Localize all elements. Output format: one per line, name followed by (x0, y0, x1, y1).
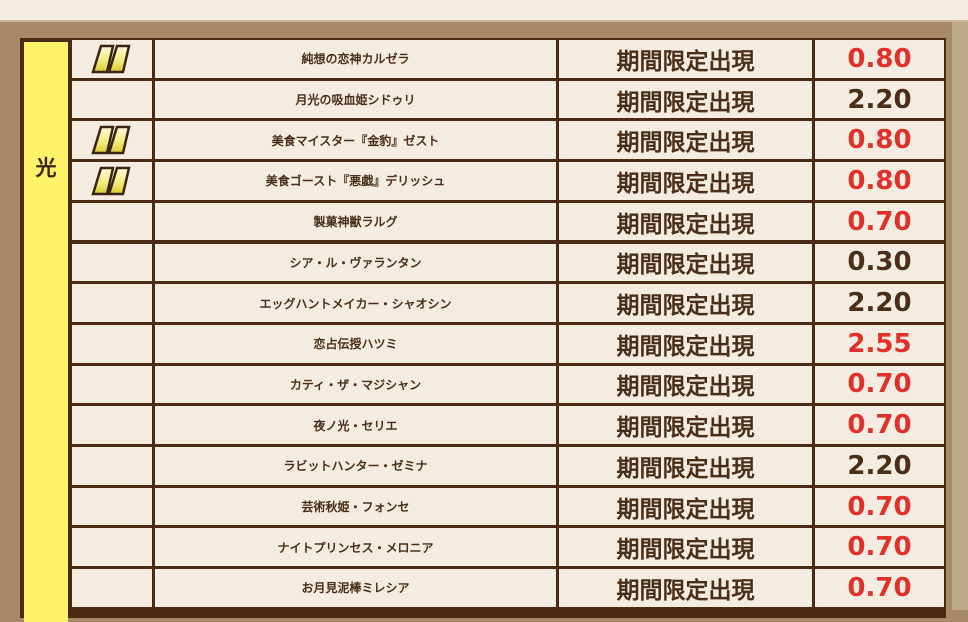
drop-rate-value: 0.70 (815, 202, 944, 241)
character-name: 恋占伝授ハツミ (155, 324, 556, 363)
drop-rate-value: 0.70 (815, 406, 944, 444)
appearance-status: 期間限定出現 (559, 528, 812, 567)
appearance-status: 期間限定出現 (559, 406, 812, 444)
appearance-status: 期間限定出現 (559, 324, 812, 363)
appearance-status: 期間限定出現 (559, 202, 812, 241)
icon-cell-empty (72, 406, 152, 444)
icon-cell-empty (72, 324, 152, 363)
table-row: 製菓神獣ラルグ 期間限定出現 0.70 (72, 202, 944, 241)
icon-cell-empty (72, 447, 152, 485)
character-name: 美食マイスター『金豹』ゼスト (155, 121, 556, 160)
icon-cell-empty (72, 80, 152, 119)
character-name: 美食ゴースト『悪戯』デリッシュ (155, 162, 556, 200)
table-row: 夜ノ光・セリエ 期間限定出現 0.70 (72, 406, 944, 444)
pause-badge-icon (72, 121, 152, 160)
appearance-status: 期間限定出現 (559, 80, 812, 119)
drop-rate-value: 0.70 (815, 365, 944, 404)
appearance-status: 期間限定出現 (559, 121, 812, 160)
table-row: カティ・ザ・マジシャン 期間限定出現 0.70 (72, 365, 944, 404)
appearance-status: 期間限定出現 (559, 243, 812, 282)
drop-rate-value: 0.30 (815, 243, 944, 282)
drop-rate-value: 0.80 (815, 162, 944, 200)
drop-rate-value: 2.20 (815, 80, 944, 119)
table-row: 月光の吸血姫シドゥリ 期間限定出現 2.20 (72, 80, 944, 119)
table-row: エッグハントメイカー・シャオシン 期間限定出現 2.20 (72, 284, 944, 322)
table-row: ラビットハンター・ゼミナ 期間限定出現 2.20 (72, 447, 944, 485)
table-row: ナイトプリンセス・メロニア 期間限定出現 0.70 (72, 528, 944, 567)
appearance-status: 期間限定出現 (559, 365, 812, 404)
scrollbar-track[interactable] (952, 22, 968, 610)
appearance-status: 期間限定出現 (559, 40, 812, 78)
icon-cell-empty (72, 528, 152, 567)
icon-cell-empty (72, 365, 152, 404)
drop-rate-value: 0.70 (815, 528, 944, 567)
appearance-status: 期間限定出現 (559, 569, 812, 607)
character-name: お月見泥棒ミレシア (155, 569, 556, 607)
appearance-status: 期間限定出現 (559, 487, 812, 526)
drop-rate-value: 0.80 (815, 40, 944, 78)
attribute-label: 光 (35, 156, 57, 180)
character-name: 純想の恋神カルゼラ (155, 40, 556, 78)
table-row: 恋占伝授ハツミ 期間限定出現 2.55 (72, 324, 944, 363)
drop-rate-table: 光 純想の恋神カルゼラ 期間限定出現 0.80 月光の吸血姫シドゥリ 期間限定出現 2.2… (20, 38, 946, 622)
character-name: 月光の吸血姫シドゥリ (155, 80, 556, 119)
icon-cell-empty (72, 243, 152, 282)
top-band (0, 0, 968, 22)
table-row: 芸術秋姫・フォンセ 期間限定出現 0.70 (72, 487, 944, 526)
icon-cell-empty (72, 487, 152, 526)
character-name: ラビットハンター・ゼミナ (155, 447, 556, 485)
character-name: カティ・ザ・マジシャン (155, 365, 556, 404)
pause-badge-icon (72, 40, 152, 78)
drop-rate-value: 0.70 (815, 569, 944, 607)
appearance-status: 期間限定出現 (559, 284, 812, 322)
character-name: 製菓神獣ラルグ (155, 202, 556, 241)
attribute-column: 光 (24, 42, 68, 622)
appearance-status: 期間限定出現 (559, 162, 812, 200)
drop-rate-value: 2.55 (815, 324, 944, 363)
table-row: シア・ル・ヴァランタン 期間限定出現 0.30 (72, 243, 944, 282)
pause-badge-icon (72, 162, 152, 200)
table-row: 美食マイスター『金豹』ゼスト 期間限定出現 0.80 (72, 121, 944, 160)
icon-cell-empty (72, 202, 152, 241)
character-name: 芸術秋姫・フォンセ (155, 487, 556, 526)
character-name: 夜ノ光・セリエ (155, 406, 556, 444)
table-row: お月見泥棒ミレシア 期間限定出現 0.70 (72, 569, 944, 607)
table-row: 美食ゴースト『悪戯』デリッシュ 期間限定出現 0.80 (72, 162, 944, 200)
drop-rate-value: 2.20 (815, 284, 944, 322)
icon-cell-empty (72, 284, 152, 322)
character-name: シア・ル・ヴァランタン (155, 243, 556, 282)
icon-cell-empty (72, 569, 152, 607)
drop-rate-value: 0.80 (815, 121, 944, 160)
character-name: ナイトプリンセス・メロニア (155, 528, 556, 567)
appearance-status: 期間限定出現 (559, 447, 812, 485)
table-row: 純想の恋神カルゼラ 期間限定出現 0.80 (72, 40, 944, 78)
drop-rate-value: 0.70 (815, 487, 944, 526)
character-name: エッグハントメイカー・シャオシン (155, 284, 556, 322)
drop-rate-value: 2.20 (815, 447, 944, 485)
